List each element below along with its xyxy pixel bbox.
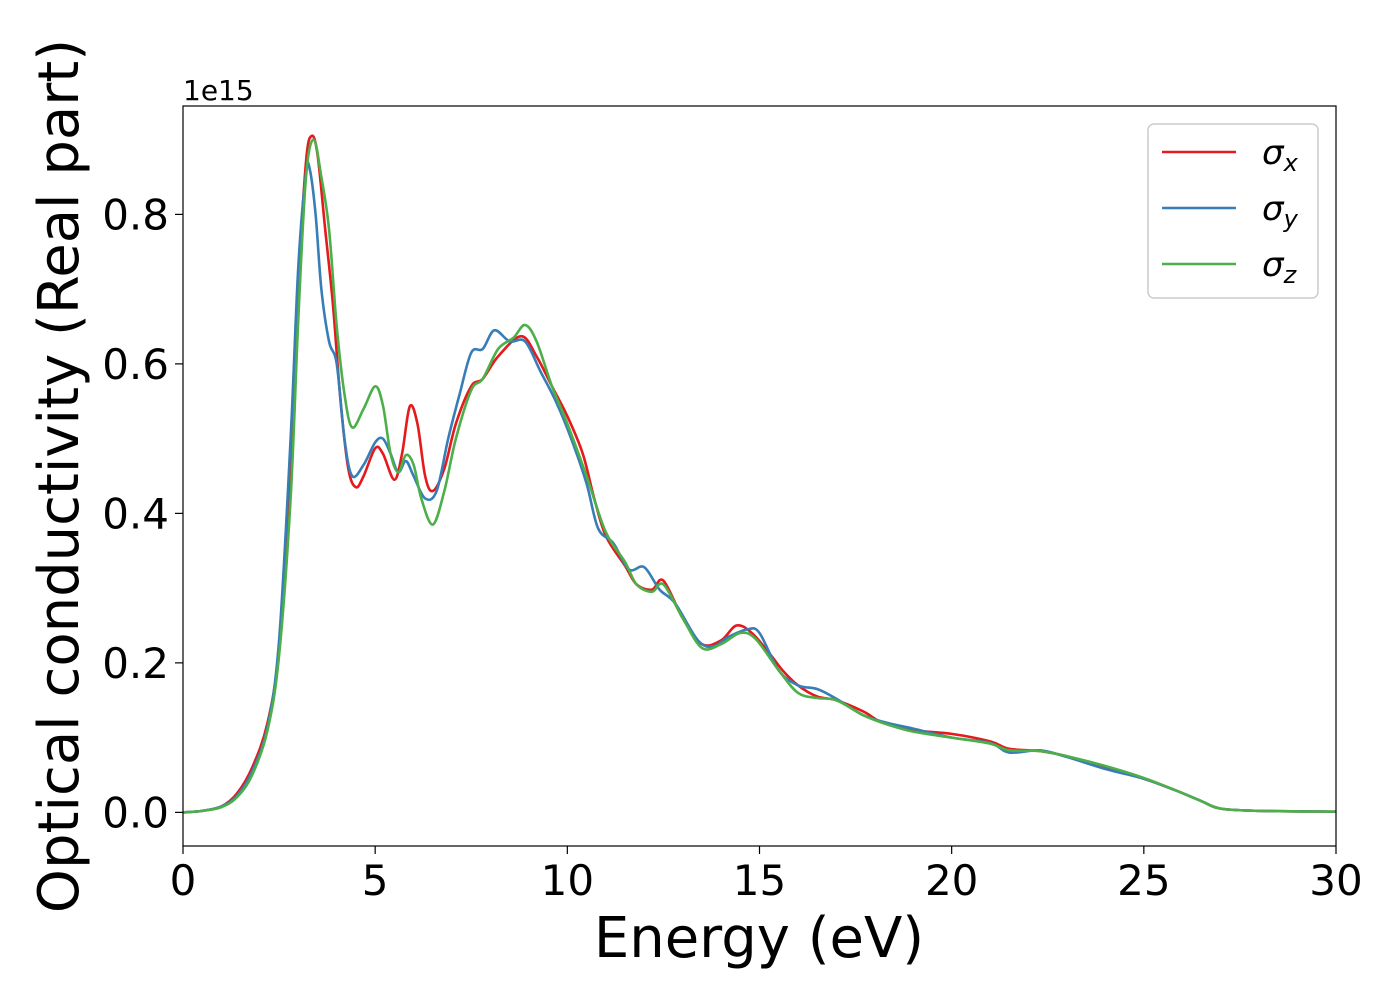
x-axis-title: Energy (eV): [594, 906, 924, 971]
y-tick-label: 0.8: [102, 190, 169, 239]
x-tick-label: 30: [1309, 856, 1362, 905]
x-tick-label: 5: [362, 856, 389, 905]
series-line-x: [183, 134, 1336, 814]
y-axis: 0.0 0.2 0.4 0.6 0.8: [102, 190, 183, 837]
series-group: [183, 134, 1336, 814]
legend-label-y: σy: [1262, 189, 1299, 233]
plot-area: [182, 105, 1337, 847]
legend-label-z: σz: [1262, 245, 1298, 289]
y-tick-label: 0.0: [102, 788, 169, 837]
y-tick-label: 0.4: [102, 489, 169, 538]
x-tick-label: 0: [170, 856, 197, 905]
y-tick-label: 0.2: [102, 639, 169, 688]
x-tick-label: 20: [925, 856, 978, 905]
y-offset-label: 1e15: [183, 74, 254, 107]
legend: σx σy σz: [1147, 123, 1319, 299]
series-line-z: [183, 138, 1336, 814]
x-tick-label: 15: [733, 856, 786, 905]
legend-box: [1147, 123, 1319, 299]
y-tick-label: 0.6: [102, 340, 169, 389]
x-tick-label: 10: [541, 856, 594, 905]
y-axis-title: Optical conductivity (Real part): [27, 39, 92, 913]
legend-label-x: σx: [1262, 133, 1299, 177]
x-axis: 0 5 10 15 20 25 30: [170, 846, 1363, 905]
x-tick-label: 25: [1117, 856, 1170, 905]
